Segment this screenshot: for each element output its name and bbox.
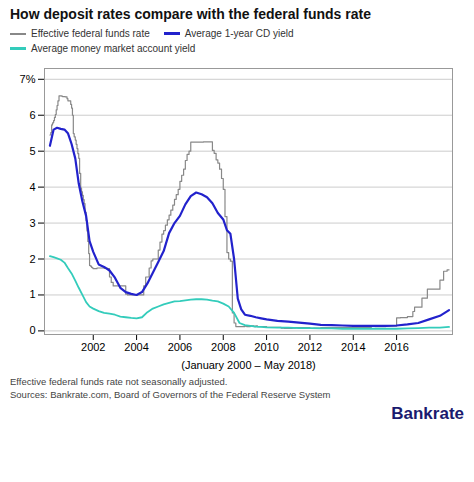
svg-text:1: 1 [29,288,35,300]
svg-text:3: 3 [29,217,35,229]
svg-text:2002: 2002 [81,341,105,353]
html-text:Effective federal funds rate n: Effective federal funds rate not seasona… [10,376,228,387]
html-text:Effective federal funds rate: Effective federal funds rate [31,28,150,39]
svg-text:2: 2 [29,253,35,265]
svg-text:6: 6 [29,109,35,121]
svg-text:2004: 2004 [124,341,148,353]
html-text:How deposit rates compare with: How deposit rates compare with the feder… [10,6,371,22]
html-text:Average 1-year CD yield: Average 1-year CD yield [184,28,294,39]
svg-text:2014: 2014 [341,341,365,353]
svg-text:4: 4 [29,181,35,193]
svg-text:2010: 2010 [254,341,278,353]
svg-text:5: 5 [29,145,35,157]
html-text:Sources: Bankrate.com, Board o: Sources: Bankrate.com, Board of Governor… [10,388,331,400]
svg-text:2012: 2012 [298,341,322,353]
html-text:Average money market account y: Average money market account yield [31,43,196,54]
svg-text:0: 0 [29,324,35,336]
svg-text:2006: 2006 [168,341,192,353]
svg-text:(January 2000 – May 2018): (January 2000 – May 2018) [181,359,316,371]
html-text:Bankrate: Bankrate [391,403,464,423]
svg-text:7%: 7% [20,73,36,85]
svg-text:2016: 2016 [384,341,408,353]
svg-text:2008: 2008 [211,341,235,353]
